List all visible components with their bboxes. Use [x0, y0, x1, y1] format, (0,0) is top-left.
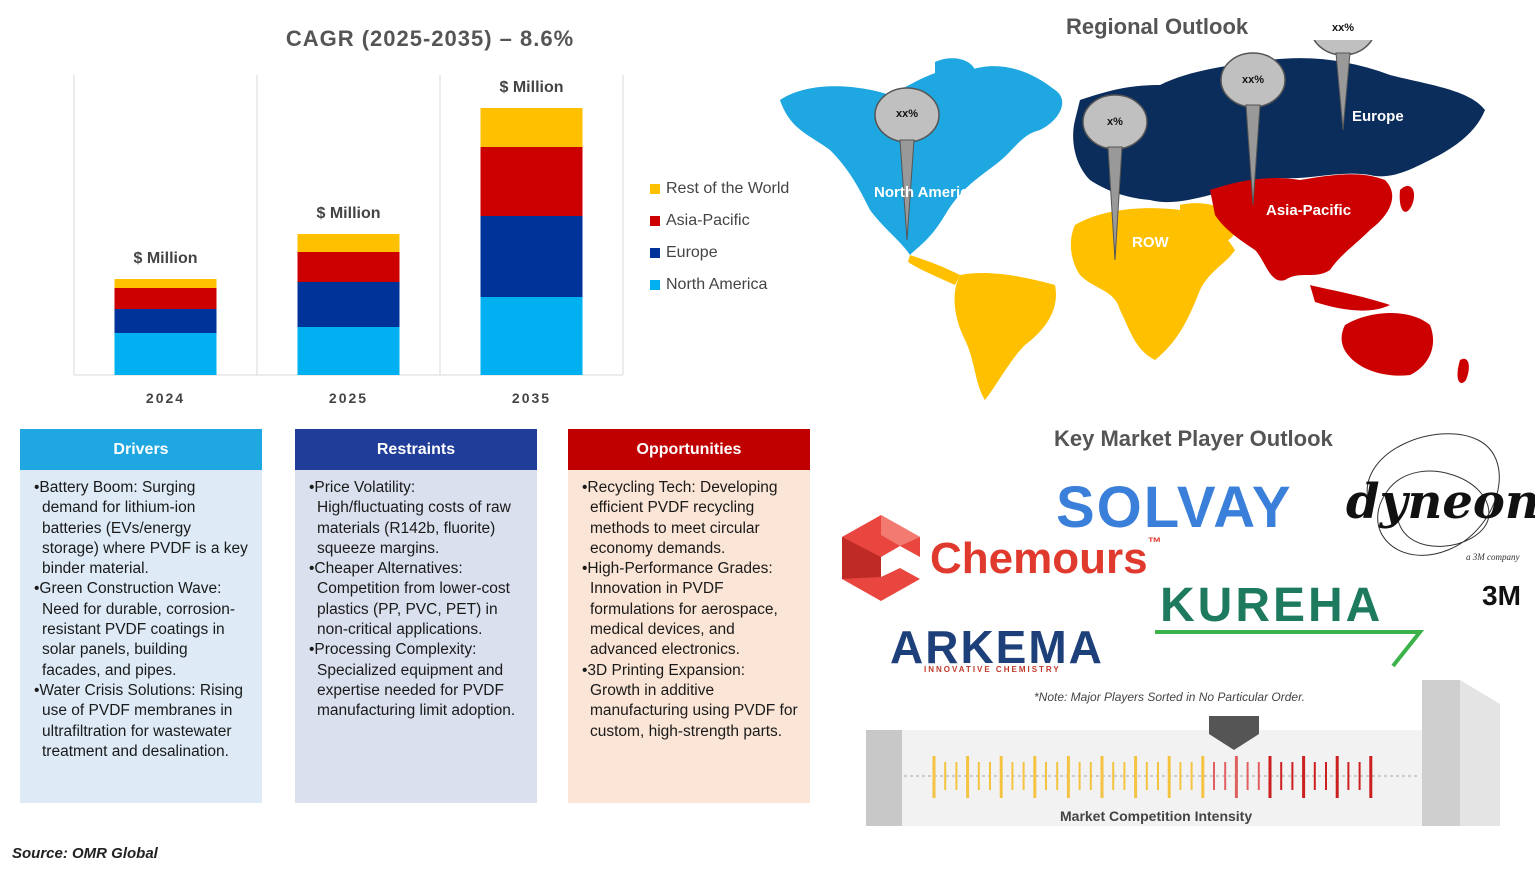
x-tick-label: 2024	[146, 390, 185, 406]
bar-total-label: $ Million	[317, 205, 381, 222]
pin-value-row: x%	[1107, 116, 1123, 128]
source-note: Source: OMR Global	[12, 845, 158, 862]
new-zealand-shape	[1457, 358, 1469, 384]
restraints-heading: Restraints	[295, 429, 537, 470]
bar-europe	[480, 216, 583, 297]
africa-region	[1070, 208, 1235, 360]
restraints-panel: Restraints •Price Volatility: High/fluct…	[295, 429, 537, 803]
southeast-asia-shape	[1310, 285, 1390, 311]
australia-region	[1341, 312, 1434, 376]
legend-item: Asia-Pacific	[650, 212, 750, 230]
dyneon-logo: dyneon	[1346, 474, 1535, 530]
pin-row	[1082, 94, 1148, 261]
pin-asia-pacific	[1220, 52, 1286, 206]
arkema-logo: ARKEMA	[890, 621, 1104, 673]
map-label-europe: Europe	[1352, 108, 1404, 125]
kureha-logo: KUREHA	[1160, 579, 1384, 632]
bar-north-america	[297, 327, 400, 375]
legend-swatch	[650, 280, 660, 290]
asia-pacific-region	[1210, 174, 1393, 281]
drivers-heading: Drivers	[20, 429, 262, 470]
list-item: •Recycling Tech: Developing efficient PV…	[582, 479, 778, 557]
map-label-asia-pacific: Asia-Pacific	[1266, 202, 1352, 219]
intensity-tick-marks	[932, 756, 1373, 798]
pin-value-north-america: xx%	[895, 108, 919, 120]
opportunities-panel: Opportunities •Recycling Tech: Developin…	[568, 429, 810, 803]
greenland-shape	[935, 58, 975, 82]
chemours-trademark: ™	[1147, 534, 1162, 550]
list-item: •Cheaper Alternatives: Competition from …	[309, 560, 510, 639]
bar-total-label: $ Million	[134, 250, 198, 267]
south-america-region	[954, 273, 1056, 400]
pin-north-america	[874, 87, 940, 241]
pin-europe	[1313, 40, 1373, 131]
list-item: •Processing Complexity: Specialized equi…	[309, 641, 516, 720]
bar-rest-of-the-world	[114, 279, 217, 288]
kureha-swoosh-icon	[1155, 630, 1425, 668]
3m-logo: 3M	[1482, 580, 1521, 611]
world-map	[780, 40, 1485, 400]
list-item: •Water Crisis Solutions: Rising use of P…	[34, 681, 243, 760]
legend-swatch	[650, 248, 660, 258]
chemours-logo: Chemours™	[930, 534, 1162, 584]
legend-item: Rest of the World	[650, 180, 789, 198]
bar-asia-pacific	[297, 252, 400, 282]
stacked-bar-chart: $ Million 2024 $ Million 2025 $ Million 2035	[73, 75, 624, 406]
legend-label: Rest of the World	[666, 180, 790, 197]
list-item: •Price Volatility: High/fluctuating cost…	[309, 479, 511, 557]
legend-item: North America	[650, 276, 767, 294]
bar-asia-pacific	[114, 288, 217, 309]
chart-title: CAGR (2025-2035) – 8.6%	[285, 26, 575, 51]
bar-asia-pacific	[480, 147, 583, 216]
regional-outlook-title: Regional Outlook	[1066, 14, 1249, 39]
bar-rest-of-the-world	[480, 108, 583, 147]
list-item: •Green Construction Wave: Need for durab…	[34, 580, 235, 679]
chemours-c-icon	[842, 515, 920, 601]
chemours-wordmark: Chemours	[930, 534, 1148, 583]
bar-total-label: $ Million	[500, 79, 564, 96]
bar-north-america	[480, 297, 583, 375]
map-label-north-america: North America	[874, 184, 977, 201]
solvay-logo: SOLVAY	[1056, 475, 1293, 540]
opportunities-heading: Opportunities	[568, 429, 810, 470]
central-america-shape	[908, 255, 960, 285]
key-players-title: Key Market Player Outlook	[1054, 426, 1333, 451]
bar-rest-of-the-world	[297, 234, 400, 252]
bar-north-america	[114, 333, 217, 375]
list-item: •3D Printing Expansion: Growth in additi…	[582, 661, 798, 740]
bar-europe	[297, 282, 400, 327]
japan-shape	[1399, 185, 1415, 212]
legend-label: Asia-Pacific	[666, 212, 750, 229]
drivers-panel: Drivers •Battery Boom: Surging demand fo…	[20, 429, 262, 803]
legend-swatch	[650, 216, 660, 226]
legend-swatch	[650, 184, 660, 194]
list-item: •High-Performance Grades: Innovation in …	[582, 560, 778, 659]
restraints-list: •Price Volatility: High/fluctuating cost…	[295, 470, 537, 722]
pin-value-europe: xx%	[1331, 22, 1355, 34]
north-america-region	[780, 66, 1063, 255]
competition-intensity-label: Market Competition Intensity	[1060, 808, 1253, 824]
arkema-subtitle: INNOVATIVE CHEMISTRY	[924, 665, 1061, 674]
legend-label: Europe	[666, 244, 718, 261]
legend-item: Europe	[650, 244, 718, 262]
map-label-row: ROW	[1132, 234, 1169, 251]
drivers-list: •Battery Boom: Surging demand for lithiu…	[20, 470, 262, 762]
pin-value-asia-pacific: xx%	[1241, 74, 1265, 86]
list-item: •Battery Boom: Surging demand for lithiu…	[34, 479, 248, 578]
x-tick-label: 2035	[512, 390, 551, 406]
dyneon-swirl-icon	[1366, 433, 1500, 556]
dyneon-subtitle: a 3M company	[1466, 552, 1520, 562]
x-tick-label: 2025	[329, 390, 368, 406]
opportunities-list: •Recycling Tech: Developing efficient PV…	[568, 470, 810, 742]
bar-europe	[114, 309, 217, 333]
legend-label: North America	[666, 276, 768, 293]
competition-intensity-gauge	[866, 680, 1500, 826]
players-note: *Note: Major Players Sorted in No Partic…	[1034, 690, 1305, 704]
europe-region	[1073, 58, 1485, 203]
